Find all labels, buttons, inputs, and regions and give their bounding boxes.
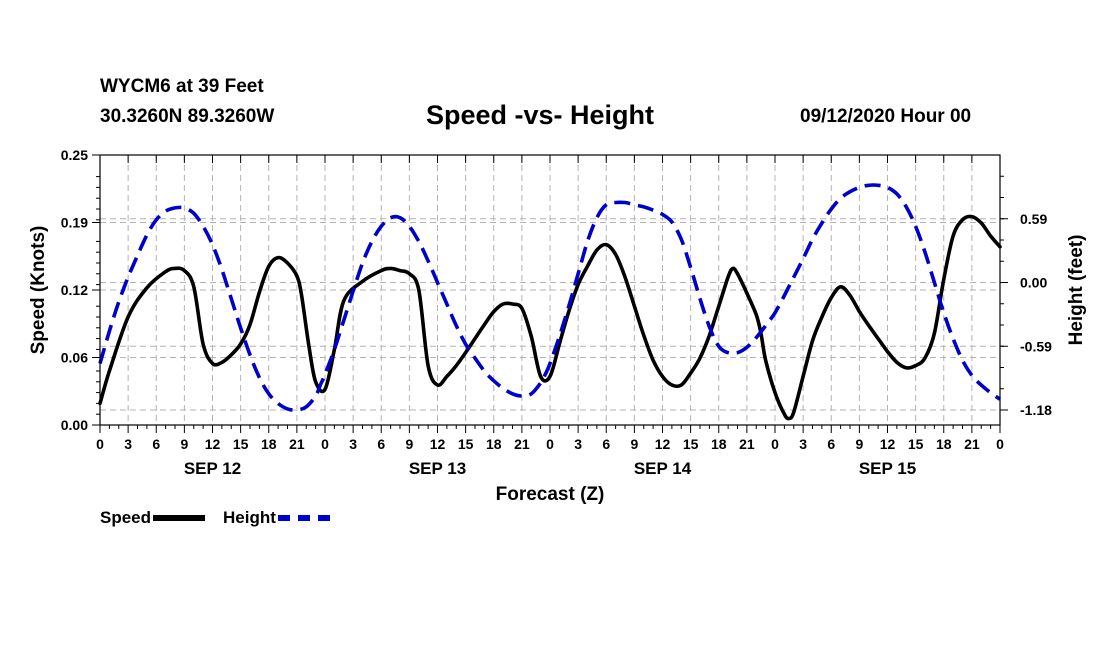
x-tick-label: 0 xyxy=(996,436,1004,452)
x-day-label: SEP 14 xyxy=(634,459,692,478)
legend-item-height: Height xyxy=(223,508,330,528)
x-tick-label: 12 xyxy=(430,436,446,452)
x-tick-label: 3 xyxy=(124,436,132,452)
x-tick-label: 21 xyxy=(964,436,980,452)
legend-speed-label: Speed xyxy=(100,508,152,527)
y-tick-label: 0.12 xyxy=(61,282,88,298)
y-tick-label: 0.19 xyxy=(61,215,88,231)
height-series-line xyxy=(98,183,1002,412)
x-tick-label: 15 xyxy=(233,436,249,452)
y2-tick-label: 0.00 xyxy=(1020,275,1047,291)
y-tick-label: 0.06 xyxy=(61,350,88,366)
legend-item-speed: Speed xyxy=(100,508,206,528)
x-tick-label: 18 xyxy=(711,436,727,452)
y2-tick-label: -1.18 xyxy=(1020,402,1052,418)
x-tick-label: 9 xyxy=(180,436,188,452)
x-tick-label: 6 xyxy=(152,436,160,452)
x-tick-label: 12 xyxy=(205,436,221,452)
x-tick-label: 18 xyxy=(261,436,277,452)
y-axis-title: Speed (Knots) xyxy=(28,226,49,355)
speed-series-line xyxy=(98,214,1002,421)
x-tick-label: 9 xyxy=(630,436,638,452)
x-tick-label: 3 xyxy=(349,436,357,452)
x-tick-label: 0 xyxy=(546,436,554,452)
y2-tick-label: -0.59 xyxy=(1020,338,1052,354)
x-tick-label: 3 xyxy=(574,436,582,452)
x-tick-label: 21 xyxy=(289,436,305,452)
x-tick-label: 9 xyxy=(405,436,413,452)
x-tick-label: 15 xyxy=(683,436,699,452)
legend-speed-swatch xyxy=(153,515,206,521)
x-tick-label: 15 xyxy=(458,436,474,452)
x-tick-label: 6 xyxy=(827,436,835,452)
x-day-label: SEP 13 xyxy=(409,459,466,478)
legend-height-label: Height xyxy=(223,508,276,527)
x-tick-label: 6 xyxy=(602,436,610,452)
grid-lines xyxy=(100,155,1000,425)
y2-tick-label: 0.59 xyxy=(1020,211,1047,227)
x-tick-label: 6 xyxy=(377,436,385,452)
y-tick-label: 0.25 xyxy=(61,147,88,163)
x-tick-label: 0 xyxy=(321,436,329,452)
x-day-label: SEP 15 xyxy=(859,459,916,478)
legend: Speed Height xyxy=(100,508,348,528)
x-tick-label: 0 xyxy=(771,436,779,452)
x-tick-label: 12 xyxy=(880,436,896,452)
forecast-date: 09/12/2020 Hour 00 xyxy=(800,106,972,127)
x-tick-label: 9 xyxy=(855,436,863,452)
x-tick-label: 12 xyxy=(655,436,671,452)
y2-axis-title: Height (feet) xyxy=(1066,235,1087,346)
x-tick-label: 21 xyxy=(739,436,755,452)
x-tick-label: 15 xyxy=(908,436,924,452)
axes: 0 3 6 9 12 15 18 21 0 3 6 9 12 15 18 21 0 3 6 9 12 15 18 21 0 3 6 9… xyxy=(61,147,1052,478)
chart-title: Speed -vs- Height xyxy=(426,100,655,130)
legend-height-swatch xyxy=(277,515,330,521)
station-label: WYCM6 at 39 Feet xyxy=(100,76,264,97)
x-day-label: SEP 12 xyxy=(184,459,241,478)
x-axis-title: Forecast (Z) xyxy=(496,484,605,505)
x-tick-label: 18 xyxy=(486,436,502,452)
coordinates-label: 30.3260N 89.3260W xyxy=(100,106,275,127)
x-tick-label: 18 xyxy=(936,436,952,452)
x-tick-label: 21 xyxy=(514,436,530,452)
x-tick-label: 3 xyxy=(799,436,807,452)
y-tick-label: 0.00 xyxy=(61,417,88,433)
x-tick-label: 0 xyxy=(96,436,104,452)
